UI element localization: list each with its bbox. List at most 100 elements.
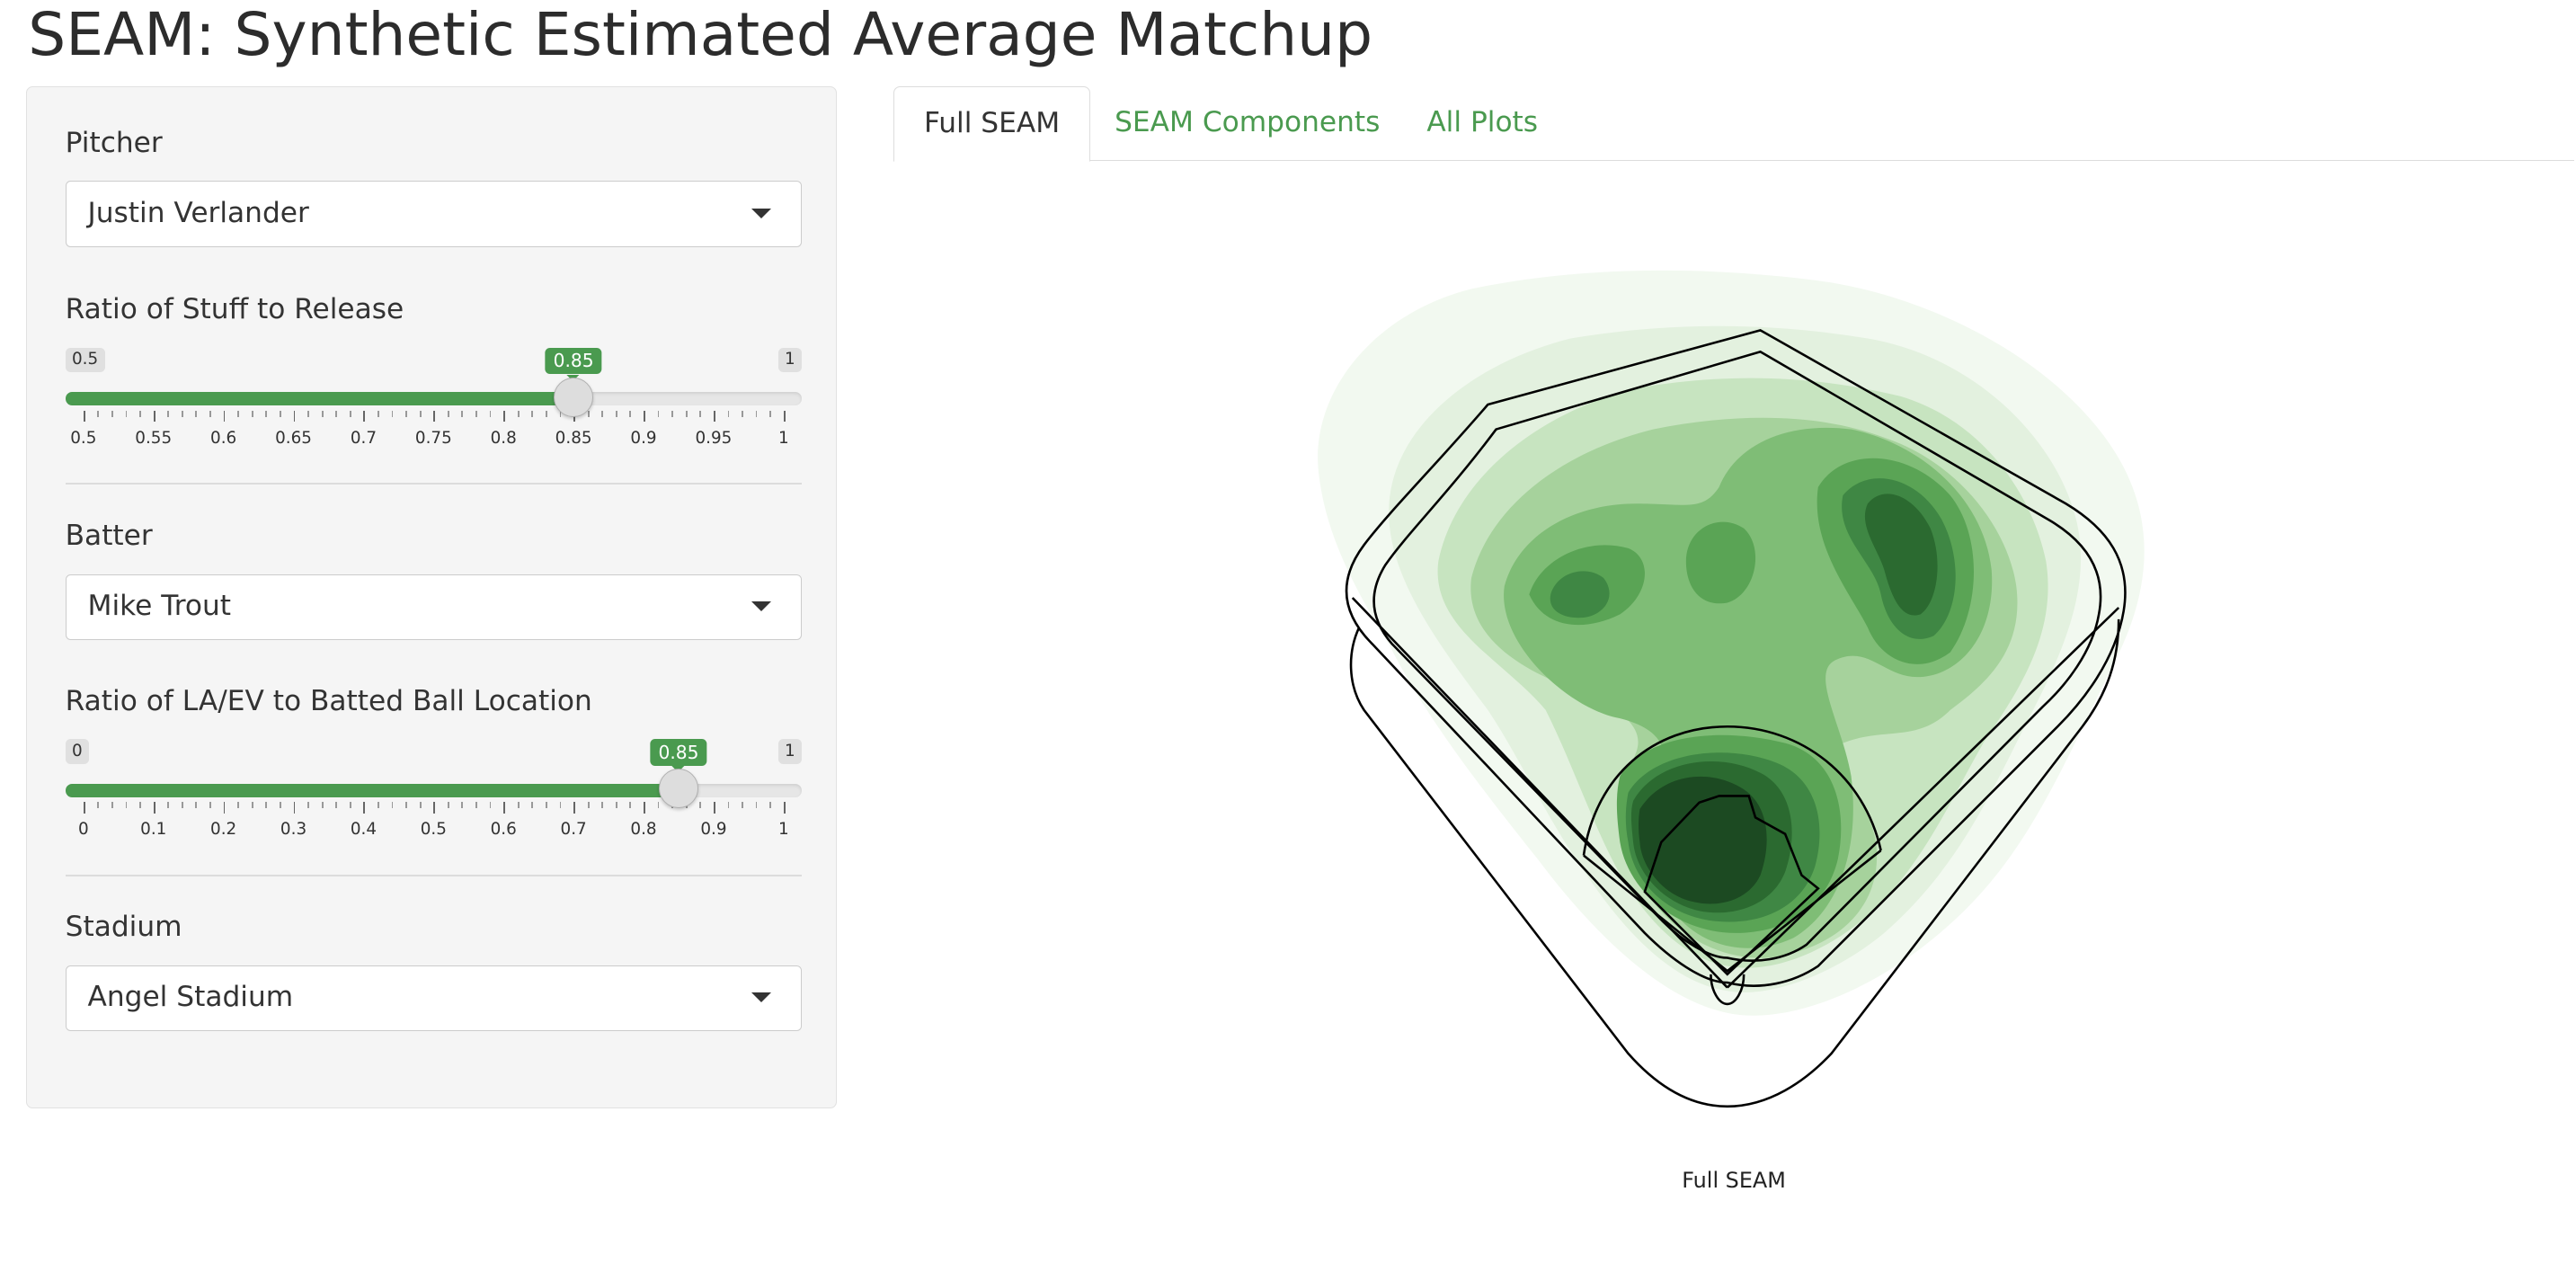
slider-tick-label: 0.7 [350, 428, 378, 448]
slider-minor-tick [97, 802, 100, 809]
slider-minor-tick [405, 802, 407, 809]
slider-tick-label: 1 [777, 428, 789, 448]
slider-tick-label: 0.7 [560, 820, 587, 840]
chevron-down-icon [751, 208, 771, 218]
slider-tick [433, 410, 436, 423]
chevron-down-icon [751, 992, 771, 1003]
foul-line-right [1726, 607, 2120, 989]
slider-minor-tick [742, 802, 743, 809]
slider-minor-tick [321, 410, 324, 417]
slider-minor-tick [545, 410, 547, 417]
slider-tick-label: 0.55 [135, 428, 173, 448]
full-seam-plot: Full SEAM [893, 182, 2574, 1222]
slider-minor-tick [629, 410, 632, 417]
slider-minor-tick [391, 802, 394, 809]
slider-tick-label: 0.3 [280, 820, 307, 840]
slider-tick [363, 410, 366, 423]
home-plate-area [1710, 974, 1745, 1006]
tab-seam-components[interactable]: SEAM Components [1115, 105, 1381, 138]
slider-minor-tick [461, 802, 464, 809]
slider-minor-tick [335, 410, 338, 417]
slider-minor-tick [699, 410, 702, 417]
warning-track [1372, 350, 2102, 963]
slider-tick-label: 0.5 [70, 428, 97, 448]
slider-minor-tick [447, 410, 449, 417]
stadium-select[interactable]: Angel Stadium [65, 965, 803, 1032]
slider-minor-tick [307, 802, 309, 809]
slider-minor-tick [727, 410, 730, 417]
slider-minor-tick [125, 410, 128, 417]
slider-minor-tick [475, 410, 477, 417]
slider-tick-label: 0.5 [420, 820, 447, 840]
slider-handle[interactable] [554, 377, 594, 417]
slider-tick [153, 410, 155, 423]
batter-select-value: Mike Trout [87, 590, 231, 623]
slider-minor-tick [97, 410, 100, 417]
pitcher-select[interactable]: Justin Verlander [65, 181, 803, 247]
slider-minor-tick [489, 802, 492, 809]
slider-minor-tick [769, 410, 772, 417]
slider-minor-tick [559, 802, 562, 809]
slider-minor-tick [461, 410, 464, 417]
slider-tick [223, 802, 226, 814]
divider [65, 874, 803, 876]
slider-tick [573, 802, 575, 814]
slider-minor-tick [517, 802, 520, 809]
batter-select[interactable]: Mike Trout [65, 574, 803, 640]
slider-tick-label: 0.65 [275, 428, 312, 448]
slider-minor-tick [251, 802, 253, 809]
slider-minor-tick [755, 802, 758, 809]
slider-fill [65, 783, 679, 797]
slider-max-label: 1 [777, 347, 803, 373]
slider-minor-tick [405, 410, 407, 417]
slider-minor-tick [699, 802, 702, 809]
slider-minor-tick [419, 802, 422, 809]
slider-minor-tick [265, 410, 268, 417]
slider-minor-tick [265, 802, 268, 809]
slider-tick [433, 802, 436, 814]
tab-bar: Full SEAM SEAM Components All Plots [893, 85, 2575, 163]
slider-minor-tick [349, 802, 351, 809]
tab-all-plots[interactable]: All Plots [1426, 105, 1539, 138]
slider-minor-tick [671, 410, 673, 417]
slider-tick-label: 1 [777, 820, 789, 840]
slider-minor-tick [167, 410, 170, 417]
slider-minor-tick [181, 802, 183, 809]
slider-tick [153, 802, 155, 814]
slider-tick-label: 0.95 [695, 428, 733, 448]
slider-minor-tick [489, 410, 492, 417]
stuff-release-slider[interactable]: 0.5 1 0.85 0.5 0.55 0.6 0.65 0.7 0.75 0.8 0.85 0.9 0… [65, 347, 803, 464]
slider-tick-label: 0.75 [414, 428, 452, 448]
slider-minor-tick [209, 802, 211, 809]
slider-minor-tick [251, 410, 253, 417]
slider-minor-tick [181, 410, 183, 417]
slider-min-label: 0 [65, 739, 90, 764]
slider-minor-tick [419, 410, 422, 417]
slider-minor-tick [321, 802, 324, 809]
slider-minor-tick [378, 410, 379, 417]
slider-tick [223, 410, 226, 423]
tab-full-seam[interactable]: Full SEAM [893, 85, 1091, 163]
slider-tick-label: 0.4 [350, 820, 378, 840]
slider-minor-tick [111, 410, 113, 417]
slider-minor-tick [279, 802, 281, 809]
slider-tick [713, 410, 715, 423]
slider-minor-tick [167, 802, 170, 809]
slider-handle[interactable] [658, 769, 699, 809]
pitcher-label: Pitcher [65, 126, 163, 159]
slider-tick-label: 0.6 [490, 820, 517, 840]
slider-tick [83, 802, 85, 814]
laev-location-slider[interactable]: 0 1 0.85 0 0.1 0.2 0.3 0.4 0.5 0.6 0.7 0.8 0.9 1 [65, 739, 803, 855]
slider-minor-tick [587, 410, 590, 417]
slider-tick [503, 410, 506, 423]
slider-minor-tick [279, 410, 281, 417]
slider-minor-tick [517, 410, 520, 417]
slider-tick-label: 0.85 [555, 428, 592, 448]
slider-minor-tick [195, 802, 198, 809]
slider-tick-label: 0.8 [630, 820, 657, 840]
slider-minor-tick [685, 410, 688, 417]
stadium-outline [1345, 329, 2127, 1108]
slider-minor-tick [125, 802, 128, 809]
slider-minor-tick [531, 410, 534, 417]
